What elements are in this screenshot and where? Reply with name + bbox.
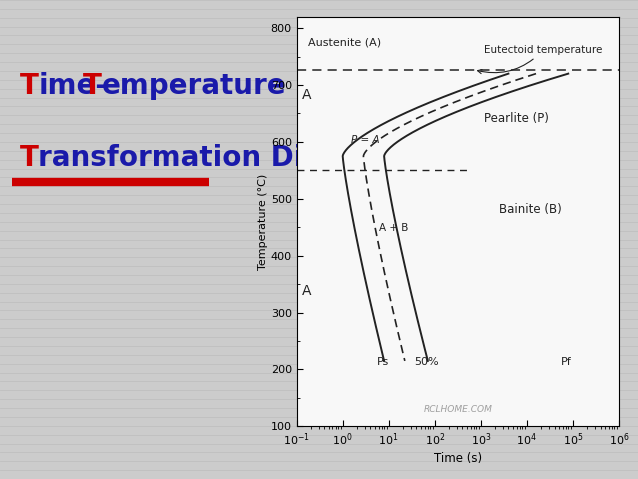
Text: RCLHOME.COM: RCLHOME.COM: [424, 405, 492, 414]
Text: Austenite (A): Austenite (A): [308, 37, 382, 47]
Text: ransformation Diagram: ransformation Diagram: [38, 144, 404, 171]
Text: T: T: [20, 72, 39, 100]
Text: ime-: ime-: [38, 72, 107, 100]
Text: Pf: Pf: [561, 357, 572, 367]
Text: Ps: Ps: [377, 357, 389, 367]
Text: Pearlite (P): Pearlite (P): [484, 112, 549, 125]
Text: Bainite (B): Bainite (B): [499, 203, 562, 216]
Text: emperature: emperature: [101, 72, 286, 100]
Text: P = A: P = A: [351, 135, 380, 145]
Text: Eutectoid temperature: Eutectoid temperature: [478, 45, 603, 74]
Text: T: T: [84, 72, 102, 100]
Text: T: T: [20, 144, 39, 171]
Text: A: A: [302, 88, 311, 102]
Text: 50%: 50%: [414, 357, 438, 367]
Text: A + B: A + B: [378, 223, 408, 233]
Text: A: A: [302, 285, 311, 298]
X-axis label: Time (s): Time (s): [434, 452, 482, 465]
Y-axis label: Temperature (°C): Temperature (°C): [258, 173, 268, 270]
